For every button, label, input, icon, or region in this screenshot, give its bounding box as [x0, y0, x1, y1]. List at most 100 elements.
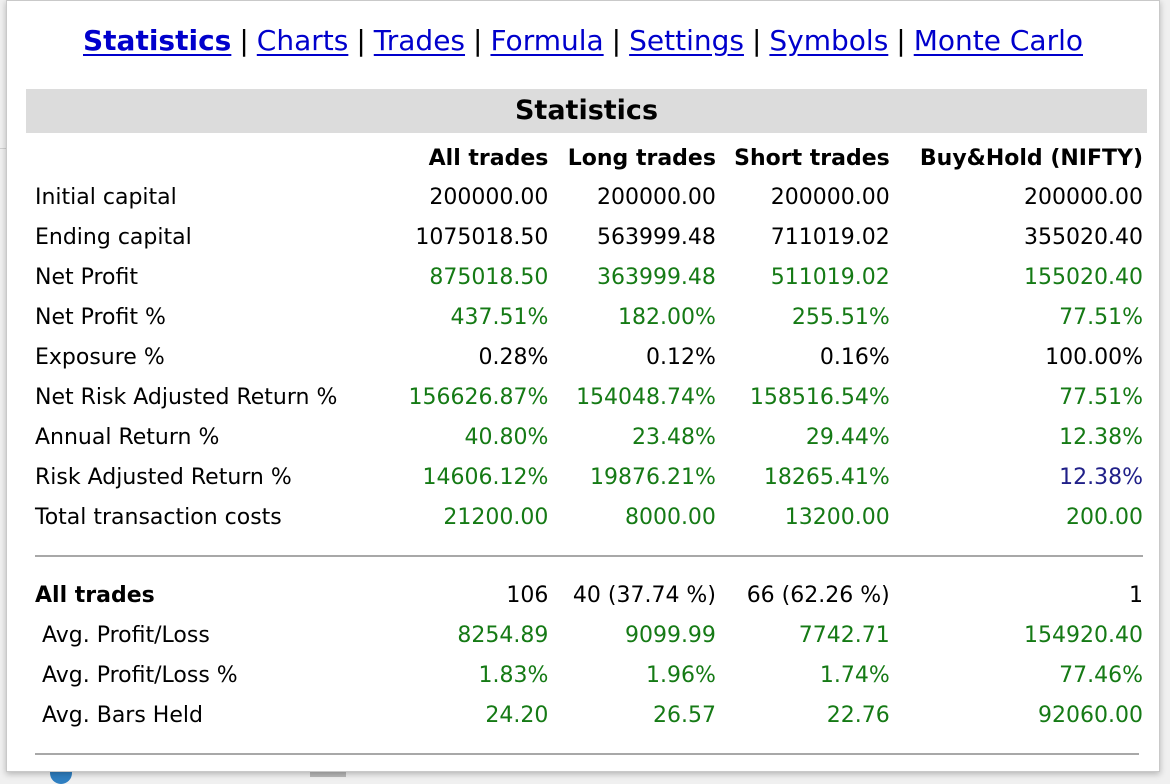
- trades-count: 106: [506, 582, 549, 608]
- report-nav: Statistics | Charts | Trades | Formula | Setting…: [7, 21, 1159, 61]
- nav-separator: |: [239, 24, 249, 57]
- stat-value: 23.48%: [632, 424, 716, 450]
- trade-stat-value: 77.46%: [1059, 662, 1143, 688]
- section-title-bar: Statistics: [26, 89, 1147, 133]
- trade-stat-row: Avg. Bars Held 24.20 26.57 22.76 92060.00: [27, 695, 1143, 735]
- stat-value: 200000.00: [429, 184, 549, 210]
- stat-value: 182.00%: [618, 304, 716, 330]
- stat-label: Annual Return %: [35, 424, 220, 450]
- stat-value: 511019.02: [770, 264, 890, 290]
- stat-label: Ending capital: [35, 224, 192, 250]
- stat-value: 13200.00: [784, 504, 890, 530]
- stat-value: 563999.48: [596, 224, 716, 250]
- trades-summary-row: All trades 106 40 (37.74 %) 66 (62.26 %) 1: [27, 575, 1143, 615]
- stat-value: 154048.74%: [576, 384, 716, 410]
- stat-value: 29.44%: [805, 424, 890, 450]
- stat-row: Net Profit % 437.51% 182.00% 255.51% 77.51%: [27, 297, 1143, 337]
- stat-value: 200000.00: [770, 184, 890, 210]
- trade-stat-value: 92060.00: [1038, 702, 1143, 728]
- nav-link-monte-carlo[interactable]: Monte Carlo: [913, 24, 1083, 57]
- stat-value: 77.51%: [1059, 384, 1143, 410]
- stat-label: Risk Adjusted Return %: [35, 464, 292, 490]
- header-empty-cell: [27, 139, 376, 177]
- trade-stat-value: 26.57: [652, 702, 716, 728]
- section-divider: [35, 555, 1143, 557]
- nav-separator: |: [751, 24, 762, 57]
- stat-label: Initial capital: [35, 184, 177, 210]
- nav-link-statistics[interactable]: Statistics: [83, 24, 232, 57]
- stat-value: 437.51%: [450, 304, 549, 330]
- stat-value: 0.16%: [819, 344, 890, 370]
- nav-separator: |: [896, 24, 906, 57]
- trade-stat-value: 1.74%: [819, 662, 890, 688]
- nav-link-charts[interactable]: Charts: [256, 24, 349, 57]
- nav-link-symbols[interactable]: Symbols: [769, 24, 889, 57]
- trade-stat-value: 7742.71: [798, 622, 890, 648]
- stat-value: 8000.00: [624, 504, 716, 530]
- stat-value: 12.38%: [1059, 424, 1143, 450]
- column-header-row: All trades Long trades Short trades Buy&…: [27, 139, 1143, 177]
- trade-stat-label: Avg. Profit/Loss: [42, 622, 210, 648]
- stat-value: 77.51%: [1059, 304, 1143, 330]
- stat-row: Risk Adjusted Return % 14606.12% 19876.21%…: [27, 457, 1143, 497]
- bottom-divider: [35, 753, 1139, 755]
- stat-value: 200000.00: [1024, 184, 1143, 210]
- stat-row: Net Risk Adjusted Return % 156626.87% 1540…: [27, 377, 1143, 417]
- trades-count: 66 (62.26 %): [746, 582, 890, 608]
- stat-value: 14606.12%: [422, 464, 549, 490]
- stat-label: Exposure %: [35, 344, 165, 370]
- trade-stat-label: Avg. Profit/Loss %: [42, 662, 238, 688]
- nav-link-settings[interactable]: Settings: [629, 24, 744, 57]
- statistics-body: Initial capital 200000.00 200000.00 200000.…: [27, 177, 1143, 735]
- stat-value: 0.28%: [478, 344, 549, 370]
- stat-value: 19876.21%: [590, 464, 716, 490]
- column-header-buy-hold: Buy&Hold (NIFTY): [919, 145, 1143, 171]
- stat-label: Net Risk Adjusted Return %: [35, 384, 338, 410]
- nav-separator: |: [473, 24, 483, 57]
- stat-value: 21200.00: [443, 504, 549, 530]
- divider-row: [27, 537, 1143, 575]
- statistics-table: All trades Long trades Short trades Buy&…: [27, 139, 1143, 735]
- stat-row: Annual Return % 40.80% 23.48% 29.44% 12.38%: [27, 417, 1143, 457]
- stat-value: 1075018.50: [415, 224, 549, 250]
- stat-value: 363999.48: [596, 264, 716, 290]
- stat-value: 200.00: [1066, 504, 1143, 530]
- stat-row: Net Profit 875018.50 363999.48 511019.02 155…: [27, 257, 1143, 297]
- trade-stat-value: 8254.89: [457, 622, 549, 648]
- stat-label: Net Profit %: [35, 304, 166, 330]
- trade-stat-label: Avg. Bars Held: [42, 702, 203, 728]
- stat-value: 0.12%: [646, 344, 716, 370]
- stat-value: 156626.87%: [408, 384, 549, 410]
- stat-value: 40.80%: [464, 424, 549, 450]
- trades-count: 40 (37.74 %): [572, 582, 716, 608]
- trade-stat-value: 24.20: [485, 702, 549, 728]
- trade-stat-value: 154920.40: [1024, 622, 1143, 648]
- stat-value: 18265.41%: [763, 464, 890, 490]
- stat-row: Exposure % 0.28% 0.12% 0.16% 100.00%: [27, 337, 1143, 377]
- trade-stat-value: 1.96%: [646, 662, 716, 688]
- stat-value: 158516.54%: [749, 384, 890, 410]
- section-title: Statistics: [514, 95, 659, 126]
- stat-value: 12.38%: [1059, 464, 1143, 490]
- nav-separator: |: [611, 24, 622, 57]
- divider-cell: [27, 537, 1143, 575]
- statistics-report-panel: Statistics | Charts | Trades | Formula | Setting…: [6, 0, 1160, 772]
- stat-value: 875018.50: [429, 264, 549, 290]
- nav-link-formula[interactable]: Formula: [490, 24, 604, 57]
- trade-stat-value: 1.83%: [478, 662, 549, 688]
- trade-stat-row: Avg. Profit/Loss 8254.89 9099.99 7742.71 154…: [27, 615, 1143, 655]
- stat-label: Total transaction costs: [35, 504, 282, 530]
- stat-row: Ending capital 1075018.50 563999.48 711019.…: [27, 217, 1143, 257]
- trades-count: 1: [1129, 582, 1143, 608]
- trades-section-label: All trades: [35, 582, 155, 608]
- nav-separator: |: [356, 24, 366, 57]
- stat-value: 255.51%: [791, 304, 890, 330]
- stat-value: 711019.02: [770, 224, 890, 250]
- stat-value: 100.00%: [1045, 344, 1143, 370]
- trade-stat-value: 9099.99: [624, 622, 716, 648]
- stat-value: 155020.40: [1024, 264, 1143, 290]
- nav-link-trades[interactable]: Trades: [373, 24, 466, 57]
- trade-stat-row: Avg. Profit/Loss % 1.83% 1.96% 1.74% 77.46%: [27, 655, 1143, 695]
- stat-value: 200000.00: [596, 184, 716, 210]
- stat-value: 355020.40: [1024, 224, 1143, 250]
